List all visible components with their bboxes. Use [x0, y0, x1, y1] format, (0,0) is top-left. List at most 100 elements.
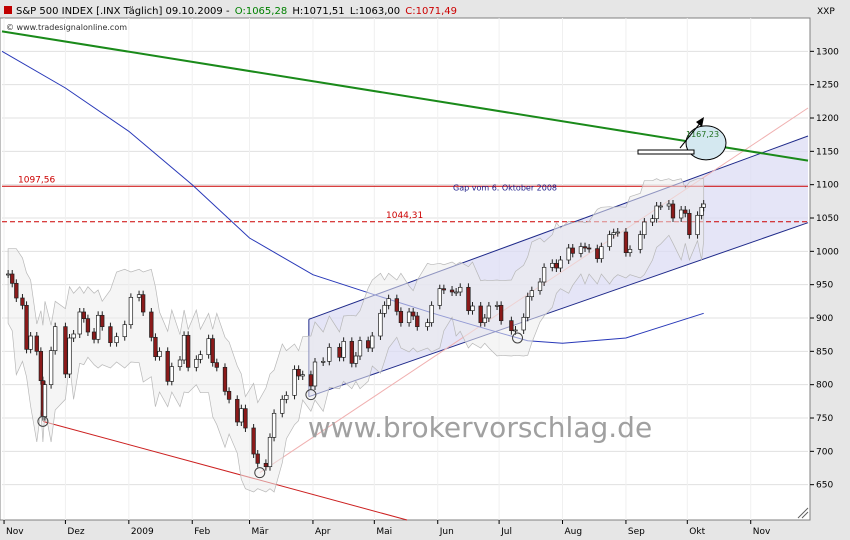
- candle-body: [100, 314, 105, 328]
- target-label: 1167,23: [686, 130, 719, 139]
- candle-body: [198, 354, 203, 360]
- candle-body: [654, 205, 659, 220]
- candle-body: [53, 326, 58, 352]
- x-tick-label: Dez: [67, 527, 84, 537]
- channel-lower-line: [308, 222, 809, 398]
- candle-body: [321, 360, 326, 363]
- candle-body: [570, 247, 575, 254]
- candle-body: [683, 209, 688, 214]
- candle-body: [108, 326, 113, 344]
- candle-body: [525, 296, 530, 318]
- x-tick-label: Sep: [628, 527, 645, 537]
- close-value: C:1071,49: [405, 6, 457, 17]
- candle-body: [157, 350, 162, 358]
- candle-body: [149, 311, 154, 338]
- y-tick-label: 950: [816, 281, 833, 291]
- volatility-band: [7, 178, 705, 493]
- candle-body: [67, 337, 72, 375]
- candle-body: [48, 350, 54, 386]
- y-tick-label: 1300: [816, 47, 839, 57]
- candle-body: [214, 362, 219, 368]
- candle-body: [679, 209, 684, 219]
- candle-body: [235, 398, 240, 423]
- gap-label: Gap vom 6. Oktober 2008: [453, 183, 557, 192]
- close-icon[interactable]: [4, 6, 12, 14]
- y-tick-label: 700: [816, 447, 833, 457]
- candle-body: [226, 390, 232, 400]
- watermark: www.brokervorschlag.de: [308, 411, 652, 444]
- candle-body: [498, 304, 504, 322]
- candle-body: [494, 304, 500, 307]
- candle-body: [550, 262, 555, 268]
- candle-body: [186, 334, 191, 368]
- candle-body: [341, 340, 346, 358]
- candle-body: [558, 259, 563, 269]
- candle-body: [349, 340, 354, 364]
- y-tick-label: 1050: [816, 214, 839, 224]
- candle-body: [153, 336, 158, 358]
- candle-body: [210, 338, 215, 364]
- candle-body: [541, 266, 547, 283]
- candle-body: [554, 262, 559, 269]
- candle-body: [582, 246, 588, 249]
- candle-body: [478, 305, 483, 324]
- target-arrow-head: [696, 117, 704, 127]
- candle-body: [411, 311, 416, 317]
- candle-body: [394, 298, 399, 312]
- candle-body: [296, 368, 301, 377]
- candle-body: [382, 304, 387, 314]
- x-tick-label: Feb: [194, 527, 210, 537]
- candle-body: [169, 366, 174, 382]
- candle-body: [353, 355, 359, 364]
- candle-body: [437, 288, 442, 306]
- candle-body: [398, 310, 404, 324]
- candle-body: [449, 289, 455, 293]
- candle-body: [695, 214, 700, 236]
- candle-body: [38, 350, 44, 382]
- candle-body: [701, 203, 706, 208]
- candle-body: [243, 408, 248, 429]
- candle-body: [337, 346, 342, 358]
- low-marker: [512, 332, 524, 344]
- candle-body: [638, 234, 643, 250]
- candle-body: [441, 288, 447, 291]
- target-arrow-shaft: [679, 121, 702, 149]
- candle-body: [63, 326, 68, 375]
- candle-body: [386, 298, 391, 306]
- candle-body: [370, 335, 375, 349]
- candle-body: [20, 297, 25, 306]
- candle-body: [627, 248, 633, 254]
- candle-body: [458, 286, 463, 293]
- candle-body: [165, 350, 170, 382]
- chart-header: S&P 500 INDEX [.INX Täglich] 09.10.2009 …: [4, 6, 835, 32]
- candle-body: [71, 333, 76, 339]
- y-tick-label: 1200: [816, 114, 839, 124]
- gap-box: [637, 149, 695, 155]
- candle-body: [34, 335, 39, 352]
- candle-body: [28, 335, 33, 350]
- candle-body: [267, 436, 273, 468]
- candle-body: [521, 316, 526, 331]
- candle-body: [623, 231, 629, 254]
- candle-body: [486, 305, 492, 319]
- candle-body: [378, 312, 383, 337]
- long-trend-line: [1, 30, 809, 162]
- x-tick-label: Mai: [376, 527, 392, 537]
- candle-body: [136, 294, 142, 298]
- candle-body: [141, 294, 146, 313]
- candle-body: [586, 247, 592, 250]
- x-tick-label: 2009: [131, 527, 154, 537]
- x-tick-label: Nov: [753, 527, 771, 537]
- level-label-upper: 1097,56: [18, 175, 55, 185]
- x-tick-label: Nov: [6, 527, 24, 537]
- y-tick-label: 1100: [816, 181, 839, 191]
- x-tick-label: Apr: [315, 527, 331, 537]
- candle-body: [206, 338, 211, 356]
- y-tick-label: 1000: [816, 247, 839, 257]
- svg-text:S&P 500 INDEX [.INX Täglich] 0: S&P 500 INDEX [.INX Täglich] 09.10.2009 …: [16, 6, 457, 17]
- price-series: [5, 178, 706, 493]
- candle-body: [429, 304, 434, 324]
- candle-body: [300, 374, 305, 377]
- candle-body: [239, 408, 244, 423]
- candle-body: [658, 205, 663, 208]
